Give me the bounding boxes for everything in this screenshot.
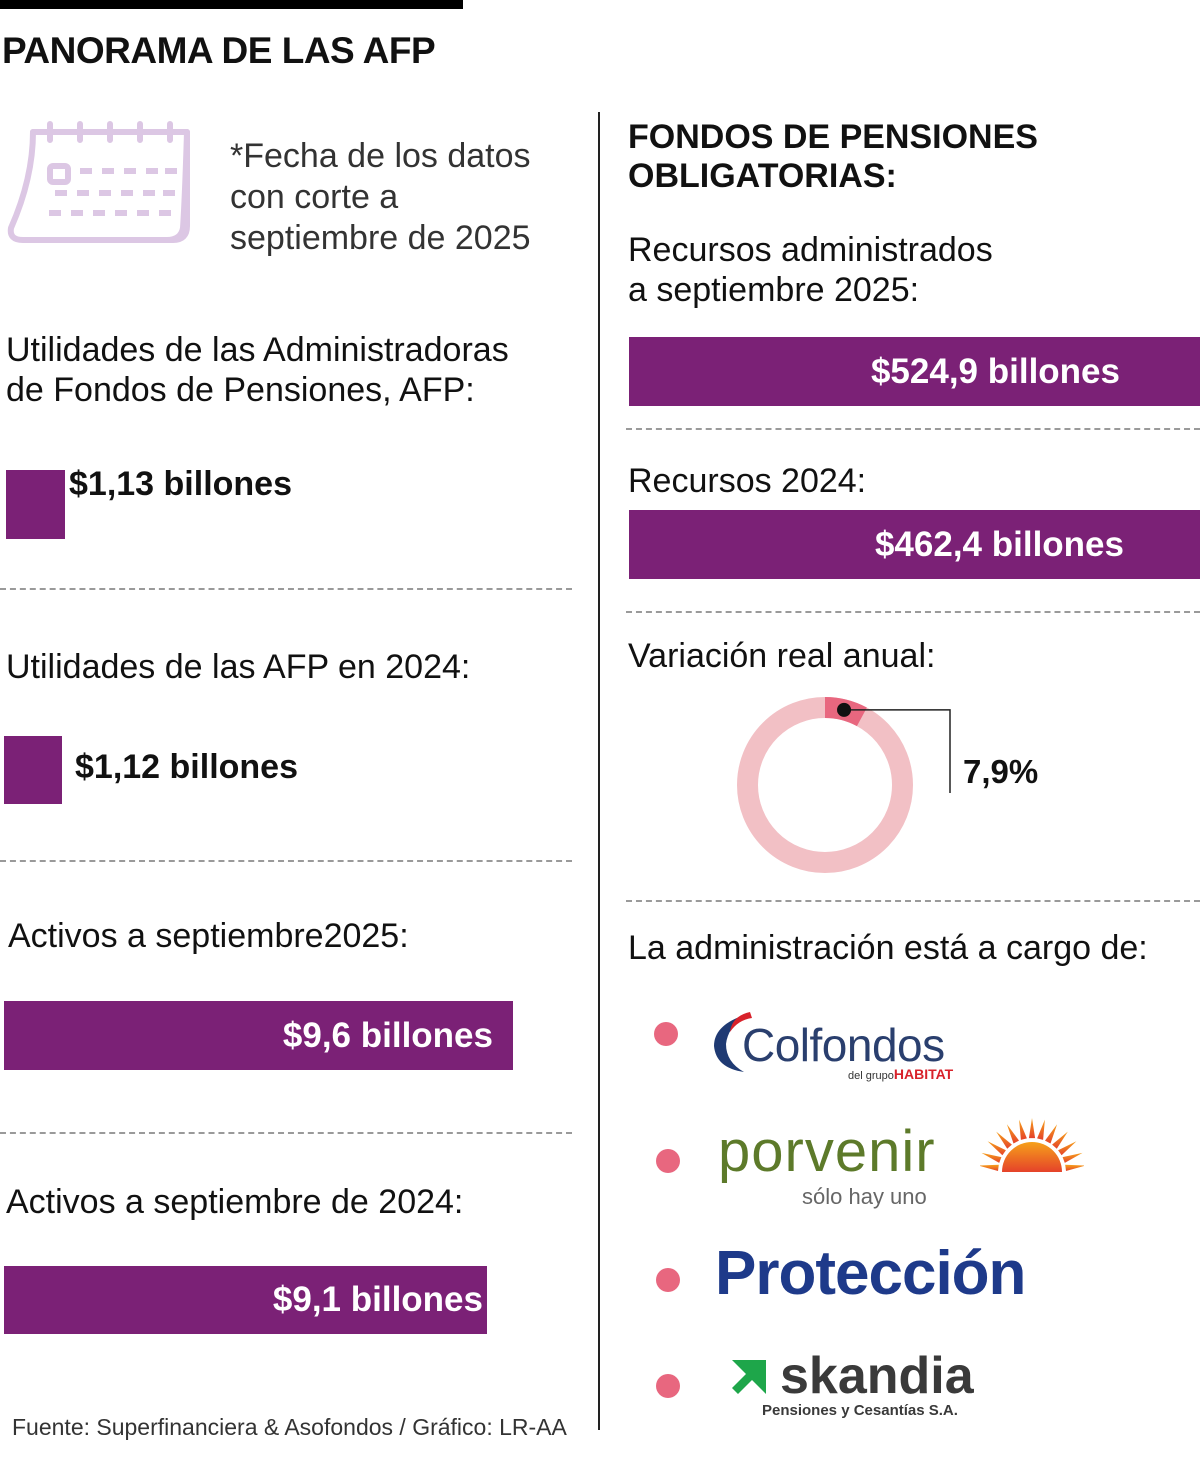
assets-2024-value: $9,1 billones [272, 1280, 483, 1319]
resources-2024-bar: $462,4 billones [629, 510, 1200, 579]
page-title: PANORAMA DE LAS AFP [2, 30, 436, 71]
assets-2025-bar: $9,6 billones [4, 1001, 513, 1070]
divider [626, 611, 1200, 613]
assets-2025-value: $9,6 billones [282, 1015, 493, 1055]
divider [0, 588, 572, 590]
profits-2024-marker [4, 736, 62, 804]
porvenir-tagline: sólo hay uno [802, 1184, 927, 1209]
sun-ray [987, 1141, 1006, 1156]
variation-label: Variación real anual: [628, 637, 936, 675]
proteccion-wordmark: Protección [715, 1239, 1026, 1308]
resources-2024-value: $462,4 billones [874, 524, 1124, 564]
profits-2025-label-line-2: de Fondos de Pensiones, AFP: [6, 371, 475, 409]
divider [626, 900, 1200, 902]
colfondos-wordmark: Colfondos [742, 1019, 945, 1071]
profits-2024-label: Utilidades de las AFP en 2024: [6, 648, 471, 686]
sun-ray [981, 1152, 1002, 1163]
skandia-arrow-icon [732, 1360, 766, 1394]
porvenir-logo: porvenir sólo hay uno [718, 1110, 1088, 1210]
sun-ray [996, 1131, 1012, 1149]
assets-2024-bar: $9,1 billones [4, 1266, 487, 1334]
sun-ray [1045, 1124, 1058, 1144]
column-divider [598, 112, 600, 1430]
sun-ray [1028, 1118, 1036, 1139]
sun-ray [1065, 1164, 1084, 1171]
sun-ray [1058, 1141, 1077, 1156]
variation-donut [737, 697, 951, 873]
divider [626, 428, 1200, 430]
resources-2025-value: $524,9 billones [870, 351, 1120, 391]
donut-track [737, 697, 913, 873]
section-title-line-2: OBLIGATORIAS: [628, 157, 897, 195]
sun-ray [1062, 1152, 1083, 1163]
skandia-subtitle: Pensiones y Cesantías S.A. [762, 1402, 958, 1419]
assets-2024-label: Activos a septiembre de 2024: [6, 1183, 464, 1221]
date-note-line-3: septiembre de 2025 [230, 219, 531, 257]
skandia-wordmark: skandia [780, 1347, 974, 1405]
profits-2025-label: Utilidades de las Administradoras de Fon… [6, 330, 509, 410]
profits-2025-marker [6, 470, 65, 539]
assets-2025-label: Activos a septiembre2025: [8, 917, 409, 955]
porvenir-wordmark: porvenir [718, 1119, 936, 1184]
admin-label: La administración está a cargo de: [628, 929, 1148, 967]
resources-2025-label: Recursos administrados a septiembre 2025… [628, 230, 993, 310]
calendar-icon [7, 121, 190, 243]
list-bullet [656, 1374, 680, 1398]
resources-2024-label: Recursos 2024: [628, 462, 867, 500]
sun-ray [1037, 1119, 1045, 1140]
porvenir-sun-icon [980, 1118, 1084, 1172]
list-bullet [654, 1022, 678, 1046]
sun-ray [1019, 1119, 1027, 1140]
section-title: FONDOS DE PENSIONES OBLIGATORIAS: [628, 118, 1038, 196]
colfondos-sub-brand: HABITAT [893, 1066, 954, 1082]
sun-ray [1052, 1131, 1068, 1149]
profits-2025-label-line-1: Utilidades de las Administradoras [6, 331, 509, 369]
resources-2025-bar: $524,9 billones [629, 337, 1200, 406]
donut-leader-line [844, 709, 951, 793]
resources-2025-label-line-1: Recursos administrados [628, 231, 993, 269]
list-bullet [656, 1149, 680, 1173]
colfondos-subtitle: del grupoHABITAT [848, 1066, 953, 1082]
divider [0, 1132, 572, 1134]
colfondos-sub-prefix: del grupo [848, 1070, 894, 1082]
date-note-line-1: *Fecha de los datos [230, 137, 531, 175]
colfondos-swoosh-icon [714, 1012, 752, 1072]
list-bullet [656, 1268, 680, 1292]
resources-2025-label-line-2: a septiembre 2025: [628, 271, 920, 309]
donut-leader-dot [837, 702, 852, 717]
sun-ray [980, 1164, 999, 1171]
source-note: Fuente: Superfinanciera & Asofondos / Gr… [12, 1414, 567, 1440]
divider [0, 860, 572, 862]
profits-2025-value: $1,13 billones [69, 465, 292, 503]
sun-ray [1006, 1124, 1019, 1144]
profits-2024-value: $1,12 billones [75, 748, 298, 786]
date-note: *Fecha de los datos con corte a septiemb… [230, 136, 531, 259]
section-title-line-1: FONDOS DE PENSIONES [628, 118, 1038, 156]
colfondos-logo: Colfondos del grupoHABITAT [708, 1008, 988, 1082]
variation-value: 7,9% [963, 753, 1039, 790]
top-rule [0, 0, 463, 9]
skandia-logo: skandia Pensiones y Cesantías S.A. [728, 1347, 1028, 1422]
date-note-line-2: con corte a [230, 178, 399, 216]
